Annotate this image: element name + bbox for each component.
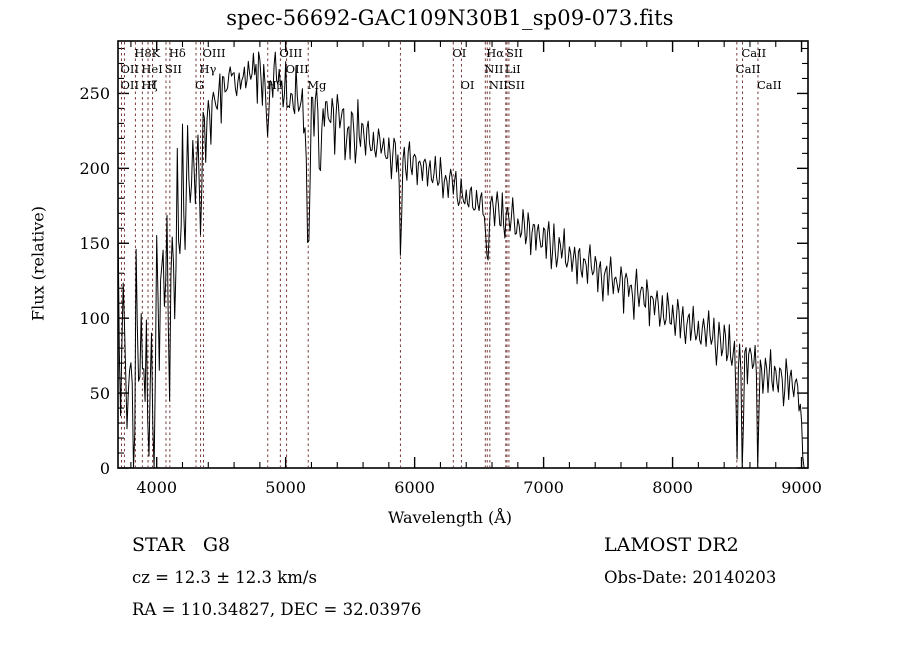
spectral-line-label: OII bbox=[120, 78, 139, 92]
spectral-type-value: G8 bbox=[202, 534, 231, 556]
x-tick-label: 7000 bbox=[523, 478, 564, 497]
spectral-line-label: OI bbox=[460, 78, 475, 92]
spectral-line-label: OIII bbox=[202, 46, 226, 60]
spectrum-trace bbox=[117, 51, 808, 469]
spectral-line-label: Hβ bbox=[266, 78, 284, 92]
y-tick-label: 200 bbox=[79, 159, 110, 179]
footer-cz: cz = 12.3 ± 12.3 km/s bbox=[132, 568, 317, 587]
footer-object-class: STAR G8 bbox=[132, 534, 230, 556]
spectral-line-label: Hα bbox=[486, 46, 505, 60]
x-tick-label: 9000 bbox=[781, 478, 822, 497]
spectral-line-label: SII bbox=[164, 62, 182, 76]
y-tick-label: 250 bbox=[79, 84, 110, 104]
spectral-line-label: G bbox=[195, 78, 205, 92]
spectral-line-label: NII bbox=[484, 62, 504, 76]
spectral-line-label: OIII bbox=[285, 62, 309, 76]
spectral-line-label: OII bbox=[120, 62, 139, 76]
spectral-line-label: SII bbox=[507, 78, 525, 92]
spectral-line-label: CaII bbox=[756, 78, 782, 92]
spectral-line-label: H bbox=[147, 78, 158, 92]
x-tick-label: 4000 bbox=[136, 478, 178, 497]
spectral-line-label: NII bbox=[488, 78, 508, 92]
footer-obs-date: Obs-Date: 20140203 bbox=[604, 568, 777, 587]
object-class-value: STAR bbox=[132, 534, 185, 556]
y-tick-label: 0 bbox=[99, 459, 110, 478]
y-tick-label: 50 bbox=[89, 384, 110, 404]
spectral-line-label: CaII bbox=[741, 46, 767, 60]
spectral-line-label: LiI bbox=[504, 62, 521, 76]
spectral-line-label: Mg bbox=[307, 78, 327, 92]
spectral-line-label: H8 bbox=[134, 46, 152, 60]
y-tick-label: 100 bbox=[79, 309, 110, 329]
footer-coordinates: RA = 110.34827, DEC = 32.03976 bbox=[132, 600, 422, 619]
spectral-line-label: K bbox=[151, 46, 161, 60]
spectral-line-label: SII bbox=[505, 46, 523, 60]
spectral-line-label: OI bbox=[452, 46, 467, 60]
spectral-line-label: OIII bbox=[279, 46, 303, 60]
spectral-line-label: Hζ bbox=[141, 78, 158, 92]
spectral-line-label: HeI bbox=[141, 62, 163, 76]
footer-survey: LAMOST DR2 bbox=[604, 534, 739, 556]
page-title: spec-56692-GAC109N30B1_sp09-073.fits bbox=[226, 6, 674, 30]
y-axis-label: Flux (relative) bbox=[28, 206, 48, 321]
x-tick-label: 8000 bbox=[652, 478, 693, 497]
spectral-line-label: Hδ bbox=[168, 46, 186, 60]
spectral-line-label: CaII bbox=[735, 62, 761, 76]
x-axis-label: Wavelength (Å) bbox=[387, 508, 513, 527]
y-tick-label: 150 bbox=[79, 234, 110, 254]
spectral-line-label: Hγ bbox=[199, 62, 217, 76]
x-tick-label: 5000 bbox=[265, 478, 307, 497]
x-tick-label: 6000 bbox=[394, 478, 435, 497]
